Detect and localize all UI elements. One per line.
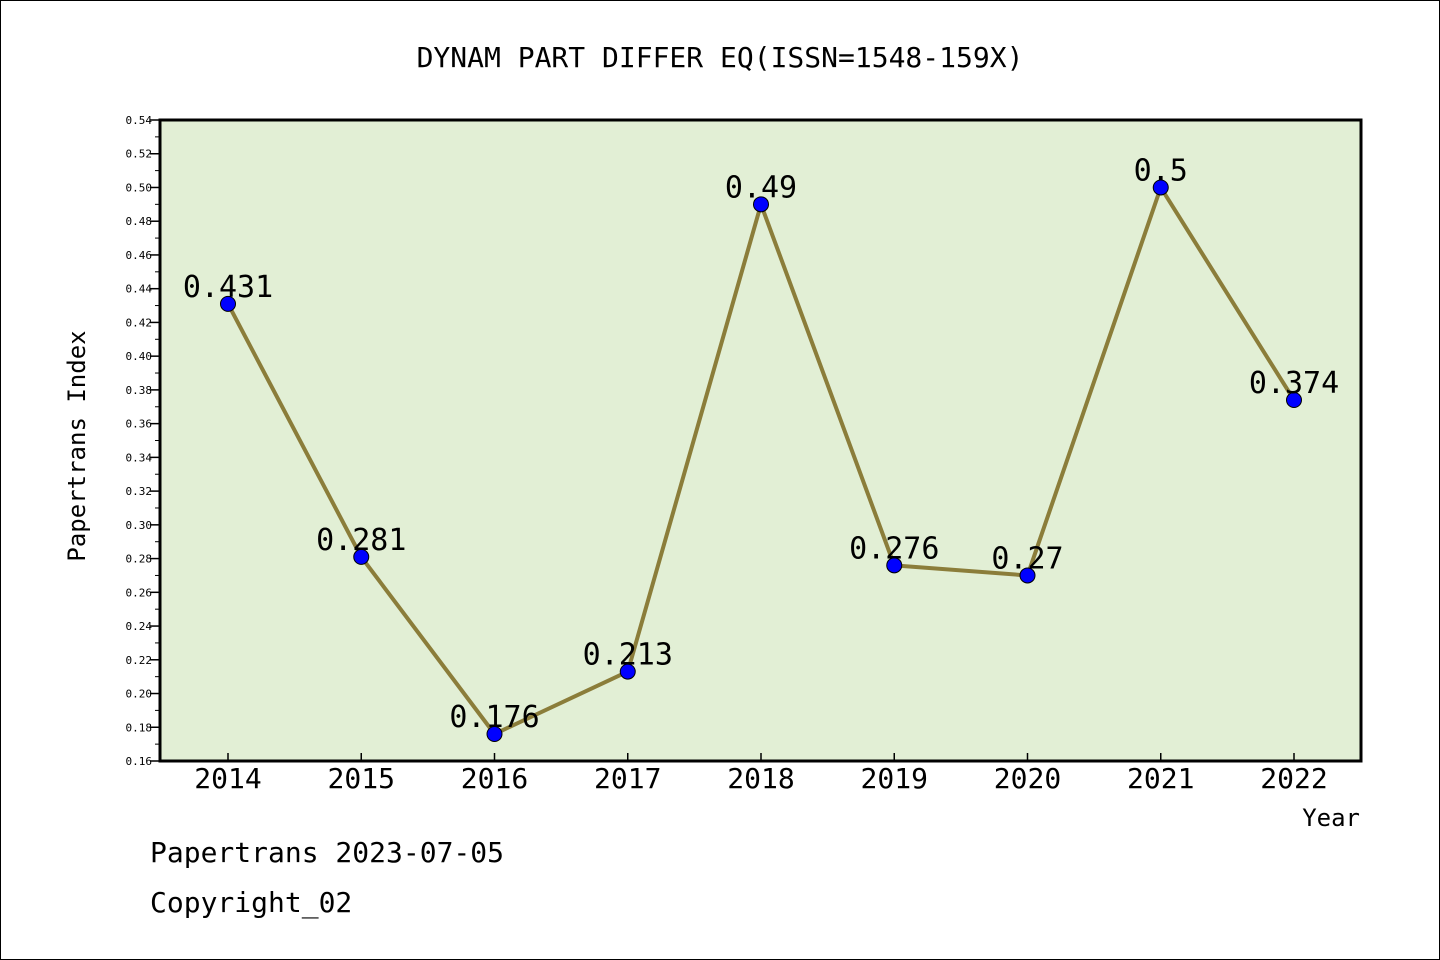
y-axis-label: Papertrans Index <box>63 330 91 561</box>
data-point-label: 0.176 <box>449 700 539 735</box>
data-point-label: 0.27 <box>991 541 1063 576</box>
y-tick-label: 0.26 <box>126 586 153 599</box>
data-point-marker <box>220 295 236 312</box>
x-tick-label: 2018 <box>727 762 794 795</box>
y-tick-label: 0.18 <box>126 721 153 734</box>
y-tick-label: 0.22 <box>126 654 153 667</box>
y-tick-label: 0.46 <box>126 249 153 262</box>
data-point-marker <box>486 726 503 743</box>
y-tick-label: 0.32 <box>126 485 153 498</box>
x-tick-label: 2019 <box>861 762 928 795</box>
x-tick-label: 2020 <box>994 762 1061 795</box>
x-tick-label: 2022 <box>1260 762 1327 795</box>
y-tick-label: 0.30 <box>126 519 153 532</box>
data-point-label: 0.49 <box>725 170 797 205</box>
y-tick-label: 0.38 <box>126 384 153 397</box>
chart-title: DYNAM PART DIFFER EQ(ISSN=1548-159X) <box>417 41 1024 74</box>
y-tick-label: 0.28 <box>126 553 153 566</box>
data-point-label: 0.281 <box>316 523 406 558</box>
y-axis-ticks: 0.16 0.18 0.20 0.22 0.24 0.26 0.28 0.30 0.32 0.34… <box>126 114 160 768</box>
y-tick-label: 0.20 <box>126 688 153 701</box>
data-point-marker <box>1152 179 1169 196</box>
y-tick-label: 0.42 <box>126 316 153 329</box>
footer-copyright-text: Copyright_02 <box>150 886 353 919</box>
data-markers <box>220 179 1302 743</box>
data-point-label: 0.213 <box>583 638 673 673</box>
data-point-marker <box>1286 392 1302 409</box>
data-point-label: 0.5 <box>1134 153 1188 188</box>
footer-date-text: Papertrans 2023-07-05 <box>150 836 505 869</box>
data-point-marker <box>753 196 769 213</box>
x-axis-label: Year <box>1302 804 1360 832</box>
y-tick-label: 0.54 <box>126 114 153 127</box>
y-tick-label: 0.24 <box>126 620 153 633</box>
data-point-marker <box>353 548 370 565</box>
plot-border <box>158 118 1363 763</box>
y-tick-label: 0.44 <box>126 283 153 296</box>
data-point-label: 0.374 <box>1249 366 1339 401</box>
plot-area <box>160 120 1361 761</box>
y-tick-label: 0.40 <box>126 350 153 363</box>
y-tick-label: 0.50 <box>126 181 153 194</box>
x-tick-label: 2014 <box>194 762 261 795</box>
y-tick-label: 0.48 <box>126 215 153 228</box>
x-tick-label: 2015 <box>328 762 395 795</box>
y-tick-label: 0.36 <box>126 418 153 431</box>
data-point-marker <box>886 557 903 574</box>
y-tick-label: 0.52 <box>126 148 153 161</box>
data-point-marker <box>619 663 636 680</box>
x-tick-label: 2016 <box>461 762 528 795</box>
data-point-marker <box>1019 567 1036 584</box>
data-point-label: 0.276 <box>849 531 939 566</box>
x-tick-label: 2021 <box>1127 762 1194 795</box>
x-axis-ticks: 2014 2015 2016 2017 2018 2019 2020 2021 2022 <box>194 753 1328 795</box>
y-tick-label: 0.16 <box>126 755 153 768</box>
data-labels: 0.431 0.281 0.176 0.213 0.49 0.276 0.27 0.5 0.37… <box>183 153 1339 735</box>
data-point-label: 0.431 <box>183 270 273 305</box>
x-tick-label: 2017 <box>594 762 661 795</box>
y-tick-label: 0.34 <box>126 451 153 464</box>
